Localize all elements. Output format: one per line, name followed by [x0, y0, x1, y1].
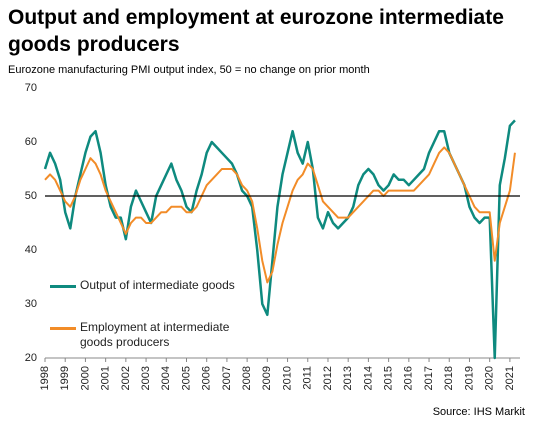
x-tick-label: 2020 [484, 366, 496, 390]
x-tick-label: 2012 [322, 366, 334, 390]
x-tick-label: 2016 [403, 366, 415, 390]
x-tick-label: 2010 [281, 366, 293, 390]
x-tick-label: 2019 [463, 366, 475, 390]
x-tick-label: 2002 [120, 366, 132, 390]
legend-label: Output of intermediate goods [80, 278, 235, 292]
x-tick-label: 2001 [100, 366, 112, 390]
y-tick-label: 60 [25, 136, 37, 148]
legend-swatch [50, 285, 76, 288]
y-tick-label: 70 [25, 82, 37, 94]
x-tick-label: 2005 [180, 366, 192, 390]
legend-item: Output of intermediate goods [50, 278, 240, 293]
x-tick-label: 2011 [302, 366, 314, 390]
x-tick-label: 2003 [140, 366, 152, 390]
x-tick-label: 2018 [443, 366, 455, 390]
y-tick-label: 20 [25, 352, 37, 364]
x-tick-label: 2021 [504, 366, 516, 390]
x-tick-label: 2008 [241, 366, 253, 390]
x-tick-label: 2004 [160, 366, 172, 390]
y-tick-label: 50 [25, 190, 37, 202]
chart-title: Output and employment at eurozone interm… [8, 6, 504, 56]
legend-label: Employment at intermediate goods produce… [80, 320, 230, 349]
chart-subtitle: Eurozone manufacturing PMI output index,… [8, 64, 370, 76]
x-tick-label: 1999 [59, 366, 71, 390]
y-tick-label: 40 [25, 244, 37, 256]
x-tick-label: 2007 [221, 366, 233, 390]
legend-swatch [50, 327, 76, 330]
y-tick-label: 30 [25, 298, 37, 310]
x-tick-label: 2014 [362, 366, 374, 390]
series-line [44, 146, 516, 284]
x-tick-label: 2009 [261, 366, 273, 390]
x-tick-label: 2013 [342, 366, 354, 390]
legend-item: Employment at intermediate goods produce… [50, 320, 240, 350]
x-tick-label: 2000 [79, 366, 91, 390]
x-tick-label: 2015 [383, 366, 395, 390]
x-tick-label: 1998 [39, 366, 51, 390]
x-tick-label: 2006 [201, 366, 213, 390]
source: Source: IHS Markit [432, 406, 525, 418]
x-tick-label: 2017 [423, 366, 435, 390]
